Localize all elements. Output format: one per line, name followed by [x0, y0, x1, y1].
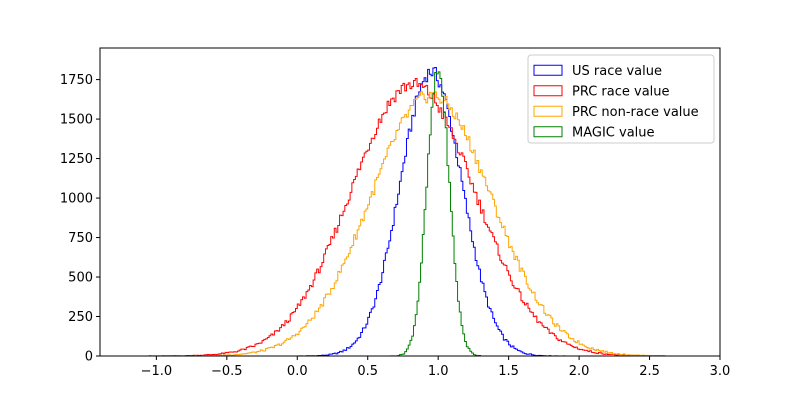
y-tick-label: 0	[85, 350, 93, 365]
y-tick-label: 250	[68, 310, 93, 325]
x-tick-label: 1.5	[498, 364, 519, 379]
y-tick-label: 750	[68, 231, 93, 246]
legend-swatch	[533, 126, 563, 138]
legend-label: MAGIC value	[572, 125, 655, 140]
x-tick-label: 2.0	[569, 364, 590, 379]
y-tick-label: 500	[68, 271, 93, 286]
series-layer	[142, 67, 666, 357]
x-tick-label: 0.5	[357, 364, 378, 379]
x-tick-label: 3.0	[710, 364, 731, 379]
y-tick-label: 1000	[60, 192, 93, 207]
legend-swatch	[533, 105, 563, 117]
x-tick-label: 0.0	[287, 364, 308, 379]
series-prc-race-value	[142, 78, 666, 357]
legend-swatch	[533, 64, 563, 76]
series-magic-value	[388, 71, 490, 357]
y-tick-label: 1250	[60, 152, 93, 167]
legend-label: PRC non-race value	[572, 105, 699, 120]
x-tick-label: −1.0	[141, 364, 173, 379]
x-tick-label: −0.5	[211, 364, 243, 379]
y-tick-label: 1750	[60, 73, 93, 88]
series-prc-non-race-value	[156, 91, 666, 357]
legend: US race value PRC race value PRC non-race …	[527, 54, 715, 144]
legend-label: PRC race value	[572, 84, 670, 99]
legend-box	[527, 54, 715, 144]
legend-swatch	[533, 85, 563, 97]
y-tick-label: 1500	[60, 113, 93, 128]
axes-layer: −1.0 −0.5 0.0 0.5 1.0 1.5 2.0 2.5 3.0 0 250 500 750 1…	[60, 47, 731, 379]
x-tick-label: 2.5	[639, 364, 660, 379]
series-us-race-value	[297, 67, 568, 357]
x-tick-label: 1.0	[428, 364, 449, 379]
plot-frame	[99, 47, 721, 357]
legend-label: US race value	[572, 64, 662, 79]
